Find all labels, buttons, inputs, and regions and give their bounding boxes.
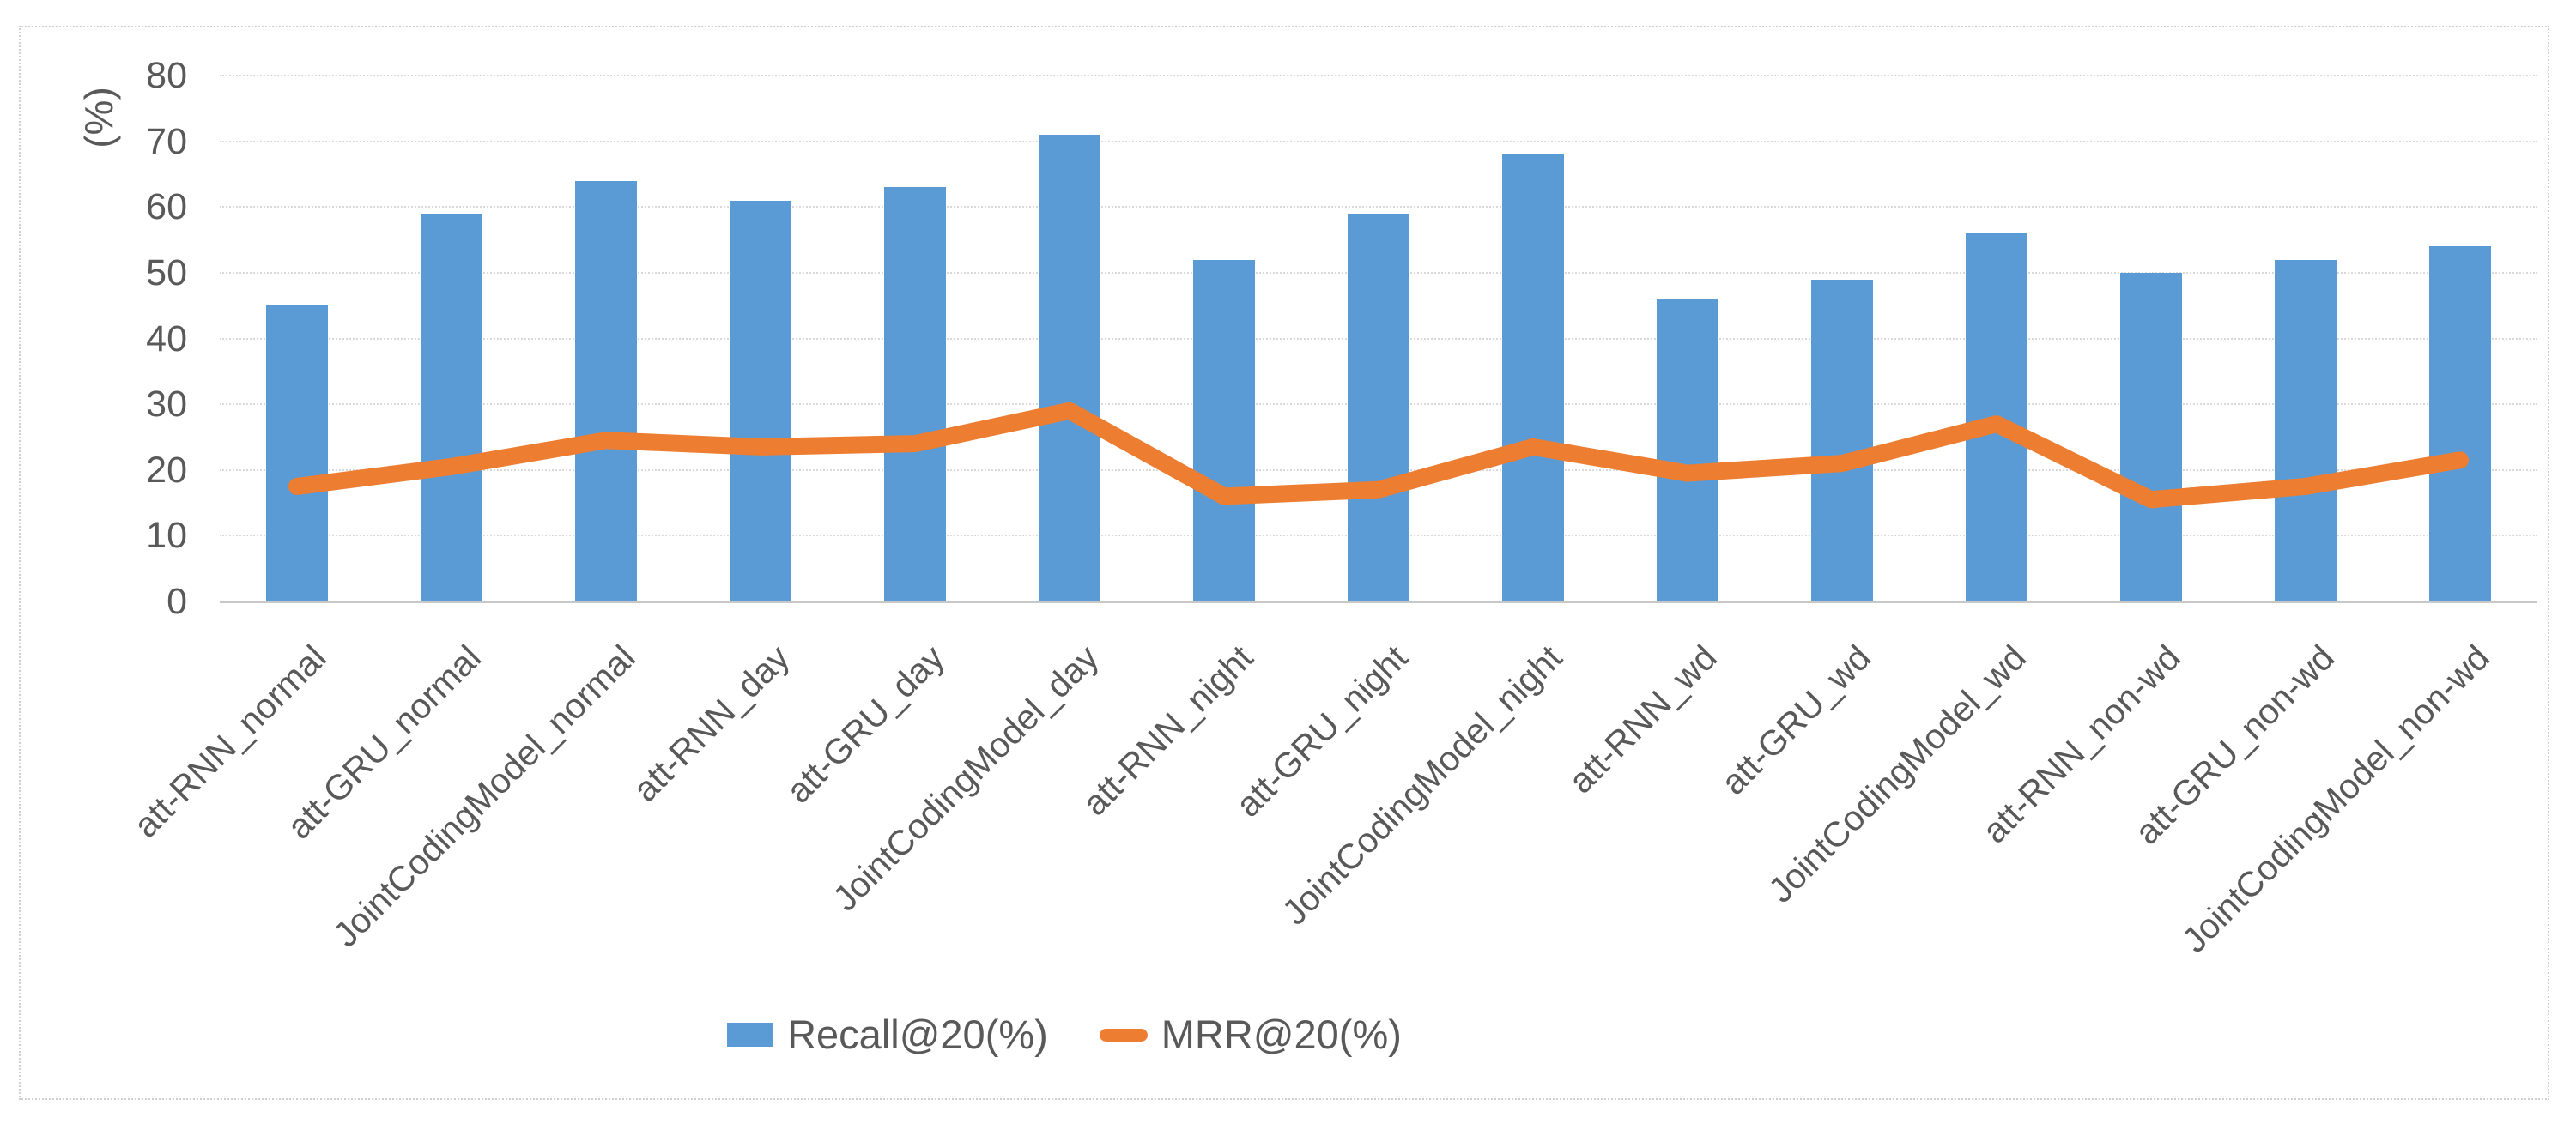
- legend-entry-recall: Recall@20(%): [727, 1011, 1048, 1059]
- bar-JointCodingModel_normal: [575, 180, 637, 601]
- plot-area: [220, 75, 2537, 603]
- legend-label-recall: Recall@20(%): [787, 1012, 1048, 1057]
- mrr-line: [288, 402, 2469, 509]
- x-axis-line: [220, 601, 2537, 603]
- y-tick-label-10: 10: [146, 515, 187, 557]
- y-tick-label-20: 20: [146, 449, 187, 491]
- x-label-JointCodingModel_normal: JointCodingModel_normal: [325, 638, 643, 955]
- bar-att-GRU_night: [1348, 213, 1409, 601]
- x-label-JointCodingModel_wd: JointCodingModel_wd: [1760, 638, 2034, 910]
- bar-att-RNN_night: [1193, 259, 1255, 601]
- bar-att-GRU_day: [884, 187, 946, 601]
- bar-att-GRU_non-wd: [2275, 259, 2337, 601]
- y-tick-label-70: 70: [146, 120, 187, 162]
- bar-att-RNN_day: [730, 200, 791, 601]
- y-tick-label-60: 60: [146, 186, 187, 228]
- x-label-att-GRU_day: att-GRU_day: [778, 638, 952, 811]
- line-series: [288, 402, 2469, 509]
- y-tick-label-0: 0: [167, 581, 187, 622]
- mrr-line-swatch-icon: [1099, 1028, 1148, 1042]
- recall-bar-swatch-icon: [727, 1023, 774, 1047]
- bar-att-RNN_non-wd: [2120, 272, 2182, 601]
- bar-att-RNN_normal: [266, 305, 328, 601]
- x-label-JointCodingModel_day: JointCodingModel_day: [825, 638, 1106, 919]
- bar-att-RNN_wd: [1657, 299, 1718, 601]
- legend-entry-mrr: MRR@20(%): [1099, 1011, 1402, 1059]
- gridline-70: [220, 140, 2537, 142]
- bar-att-GRU_wd: [1811, 279, 1873, 601]
- bar-att-GRU_normal: [421, 213, 482, 601]
- gridline-60: [220, 206, 2537, 208]
- y-tick-label-40: 40: [146, 317, 187, 360]
- x-label-JointCodingModel_non-wd: JointCodingModel_non-wd: [2173, 638, 2497, 960]
- y-tick-label-80: 80: [146, 55, 187, 96]
- legend-label-mrr: MRR@20(%): [1161, 1012, 1402, 1057]
- legend: Recall@20(%) MRR@20(%): [0, 1011, 2129, 1059]
- bar-JointCodingModel_non-wd: [2429, 246, 2491, 601]
- y-tick-label-30: 30: [146, 384, 187, 426]
- bar-JointCodingModel_day: [1039, 134, 1100, 601]
- bar-JointCodingModel_night: [1502, 154, 1564, 601]
- gridline-80: [220, 75, 2537, 76]
- x-label-att-RNN_wd: att-RNN_wd: [1561, 638, 1724, 801]
- x-label-att-GRU_wd: att-GRU_wd: [1713, 638, 1879, 803]
- x-label-JointCodingModel_night: JointCodingModel_night: [1274, 638, 1570, 933]
- y-tick-label-50: 50: [146, 251, 187, 293]
- x-label-att-RNN_day: att-RNN_day: [625, 638, 797, 810]
